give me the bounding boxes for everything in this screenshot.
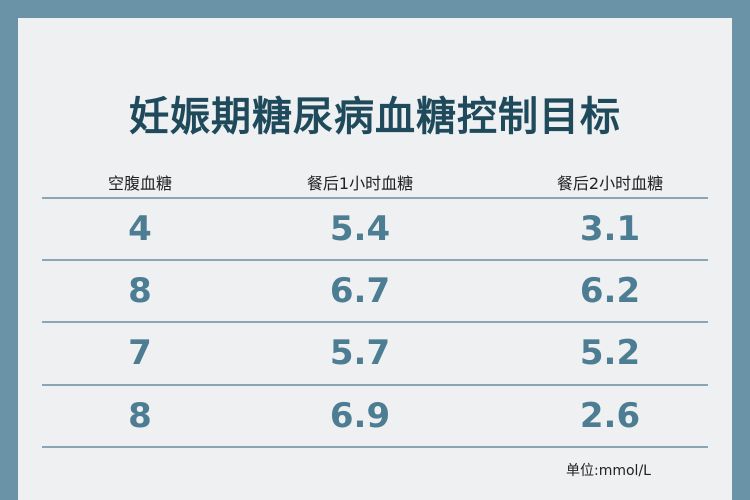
unit-note: 单位:mmol/L	[566, 463, 651, 479]
title: 妊娠期糖尿病血糖控制目标	[129, 94, 621, 140]
cell-value: 8	[128, 396, 152, 436]
card: 妊娠期糖尿病血糖控制目标 单位:mmol/L 空腹血糖 餐后1小时血糖 餐后2小时血…	[18, 18, 732, 500]
row-divider	[42, 259, 708, 261]
row-divider	[42, 446, 708, 448]
cell-value: 2.6	[579, 396, 641, 436]
cell-value: 6.2	[579, 271, 641, 311]
column-header: 餐后1小时血糖	[306, 174, 414, 193]
cell-value: 5.4	[329, 209, 391, 249]
cell-value: 3.1	[579, 209, 641, 249]
cell-value: 6.9	[329, 396, 391, 436]
cell-value: 6.7	[329, 271, 391, 311]
cell-value: 5.7	[329, 333, 391, 373]
cell-value: 7	[128, 333, 152, 373]
row-divider	[42, 384, 708, 386]
cell-value: 5.2	[579, 333, 641, 373]
cell-value: 8	[128, 271, 152, 311]
column-header: 餐后2小时血糖	[556, 174, 664, 193]
row-divider	[42, 197, 708, 199]
row-divider	[42, 321, 708, 323]
cell-value: 4	[128, 209, 152, 249]
column-header: 空腹血糖	[107, 174, 172, 193]
